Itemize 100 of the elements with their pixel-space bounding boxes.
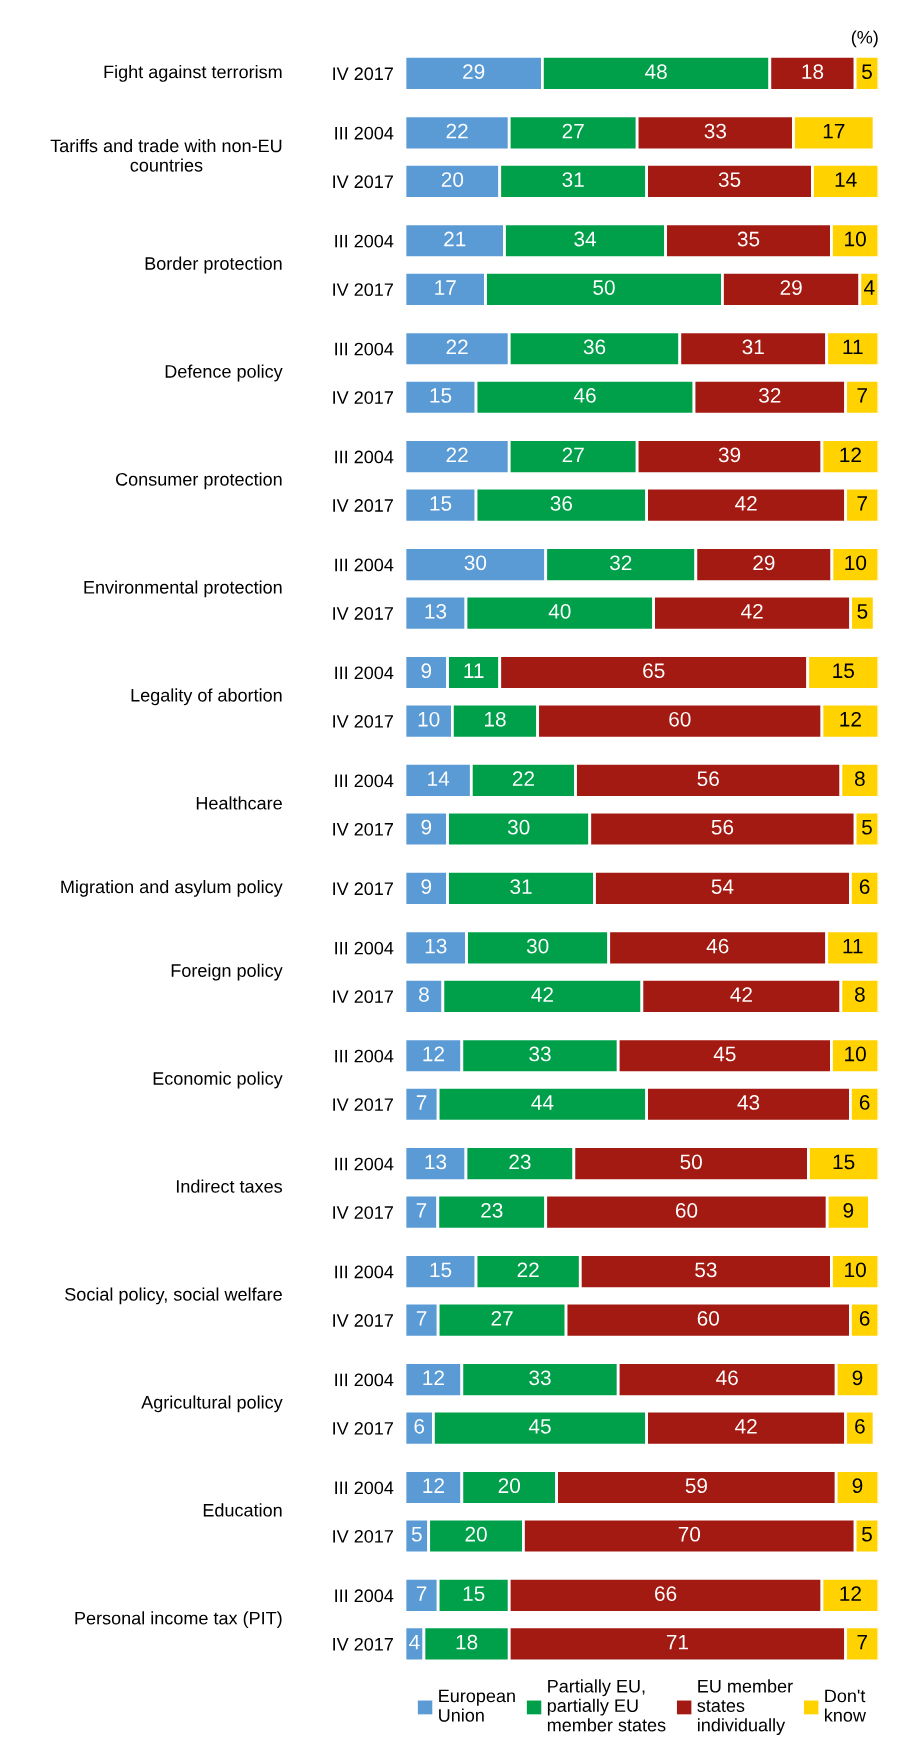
text: Consumer protection [116, 472, 282, 490]
data-label: 23 [481, 1203, 503, 1218]
data-label: 42 [735, 496, 757, 511]
data-label: 8 [854, 987, 865, 1002]
data-label: 17 [823, 123, 845, 139]
y-tick-label: IV 2017 [333, 607, 393, 620]
data-label: 66 [655, 1586, 677, 1602]
data-label: 22 [446, 339, 468, 355]
annotation: (%) [851, 30, 878, 48]
data-label: 6 [414, 1418, 425, 1434]
text: Indirect taxes [176, 1179, 283, 1193]
data-label: 23 [509, 1154, 531, 1170]
data-label: 70 [678, 1526, 701, 1542]
data-label: 18 [456, 1634, 478, 1650]
y-tick-label: IV 2017 [333, 175, 393, 189]
data-label: 8 [854, 771, 865, 787]
y-tick-label: III 2004 [335, 342, 394, 356]
data-label: 20 [441, 172, 464, 187]
data-label: 5 [862, 1527, 872, 1542]
text: Social policy, social welfare [65, 1287, 282, 1305]
data-label: 20 [498, 1478, 520, 1494]
y-tick-label: III 2004 [335, 1589, 394, 1603]
y-tick-label: III 2004 [335, 1049, 394, 1063]
y-tick-label: III 2004 [335, 1157, 394, 1171]
data-label: 53 [695, 1262, 717, 1278]
data-label: 29 [753, 555, 775, 571]
data-label: 32 [759, 388, 781, 403]
data-label: 13 [425, 1154, 447, 1170]
data-label: 11 [843, 938, 863, 954]
data-label: 10 [845, 1046, 866, 1062]
data-label: 45 [528, 1419, 551, 1434]
y-tick-label: IV 2017 [333, 1529, 393, 1543]
data-label: 32 [610, 555, 632, 571]
data-label: 13 [425, 938, 447, 954]
data-label: 42 [741, 603, 763, 619]
data-label: 22 [446, 123, 468, 139]
data-label: 10 [845, 1262, 866, 1278]
data-label: 12 [423, 1478, 444, 1493]
y-tick-label: III 2004 [335, 1373, 394, 1387]
data-label: 46 [706, 938, 729, 954]
data-label: 46 [716, 1370, 738, 1386]
y-tick-label: IV 2017 [333, 822, 393, 836]
data-label: 5 [411, 1527, 422, 1542]
legend-label: Partially EU, partially EU member states [547, 1679, 666, 1732]
text: Fight against terrorism [104, 65, 282, 82]
data-label: 50 [593, 280, 615, 295]
data-label: 12 [840, 711, 861, 727]
data-label: 9 [421, 819, 432, 835]
data-label: 54 [711, 879, 734, 894]
data-label: 9 [843, 1203, 854, 1218]
y-tick-label: III 2004 [335, 450, 394, 464]
data-label: 71 [666, 1635, 689, 1650]
data-label: 7 [857, 496, 867, 511]
data-label: 6 [859, 1310, 870, 1326]
data-label: 10 [845, 555, 867, 571]
data-label: 33 [529, 1046, 551, 1062]
data-label: 5 [862, 820, 872, 835]
y-tick-label: III 2004 [335, 666, 394, 680]
data-label: 35 [737, 231, 760, 247]
y-tick-label: IV 2017 [333, 1098, 393, 1111]
data-label: 15 [430, 1262, 452, 1278]
y-tick-label: III 2004 [335, 774, 394, 788]
data-label: 31 [562, 172, 584, 187]
y-tick-label: IV 2017 [333, 882, 393, 896]
data-label: 13 [425, 603, 447, 619]
data-label: 15 [833, 663, 854, 679]
data-label: 42 [730, 987, 752, 1002]
text: Migration and asylum policy [61, 879, 283, 897]
data-label: 29 [780, 280, 802, 295]
y-tick-label: IV 2017 [333, 1206, 393, 1219]
data-label: 33 [704, 123, 727, 139]
text: Foreign policy [171, 963, 283, 981]
data-label: 56 [711, 819, 734, 835]
data-label: 30 [526, 938, 549, 954]
data-label: 44 [531, 1095, 554, 1110]
data-label: 60 [669, 711, 691, 727]
data-label: 27 [562, 123, 584, 139]
data-label: 4 [409, 1635, 420, 1650]
data-label: 5 [862, 64, 872, 80]
data-label: 18 [802, 64, 824, 80]
legend-label: European Union [439, 1689, 515, 1722]
data-label: 48 [645, 64, 667, 80]
y-tick-label: III 2004 [335, 1481, 394, 1495]
data-label: 7 [857, 388, 867, 403]
data-label: 50 [680, 1154, 702, 1170]
text: Economic policy [153, 1071, 283, 1089]
data-label: 21 [444, 231, 466, 247]
y-tick-label: III 2004 [335, 234, 394, 248]
data-label: 27 [562, 447, 584, 463]
data-label: 9 [421, 663, 432, 679]
data-label: 7 [416, 1311, 427, 1326]
data-label: 65 [643, 663, 665, 679]
text: Education [203, 1503, 282, 1517]
text: Border protection [145, 256, 282, 274]
data-label: 42 [735, 1418, 757, 1434]
data-label: 29 [463, 64, 485, 80]
data-label: 31 [510, 879, 532, 894]
y-tick-label: IV 2017 [333, 391, 393, 404]
text: Personal income tax (PIT) [75, 1611, 282, 1629]
text: Agricultural policy [141, 1395, 283, 1413]
